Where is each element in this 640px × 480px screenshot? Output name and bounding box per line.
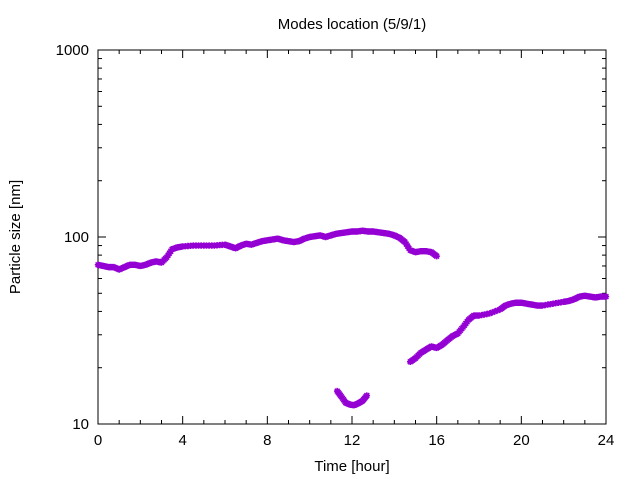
y-axis-label: Particle size [nm] [7,180,24,294]
data-points [94,227,610,409]
x-axis-label: Time [hour] [314,458,389,475]
x-tick-label: 24 [598,432,615,449]
y-tick-label: 1000 [56,42,89,59]
x-tick-label: 4 [178,432,186,449]
x-tick-label: 0 [94,432,102,449]
data-point [494,307,501,314]
plot-frame [97,49,607,425]
x-tick-label: 16 [428,432,445,449]
chart-title: Modes location (5/9/1) [278,16,426,33]
data-point [489,309,496,316]
data-point [363,392,371,399]
data-point [491,308,499,315]
x-tick-label: 12 [344,432,361,449]
y-tick-label: 100 [64,229,89,246]
axes [97,49,607,425]
y-tick-label: 10 [72,416,89,433]
x-tick-label: 8 [263,432,271,449]
x-tick-label: 20 [513,432,530,449]
data-point [486,310,493,317]
ticks: 0 4 8 12 16 20 24 10 100 1000 [56,42,615,449]
data-point [433,252,440,260]
data-point [602,293,610,300]
